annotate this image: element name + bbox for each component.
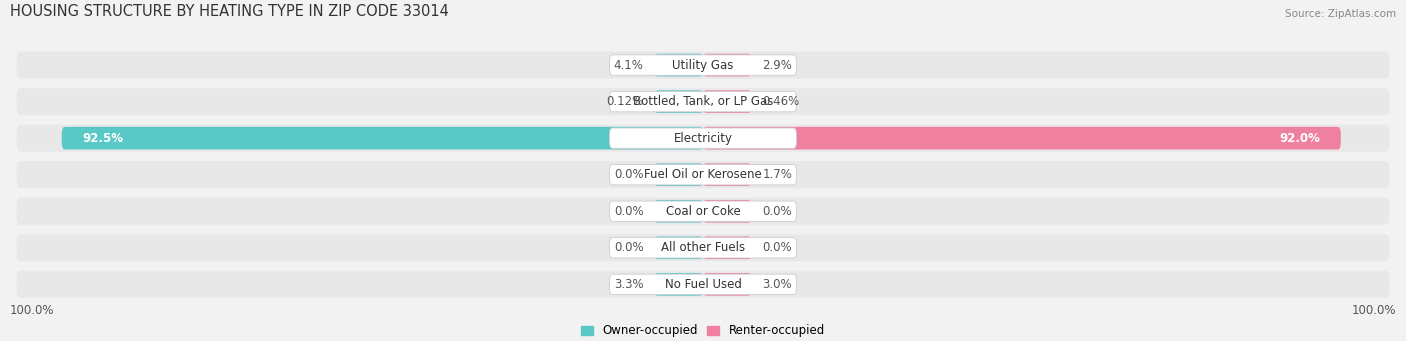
Text: 0.46%: 0.46% (762, 95, 800, 108)
FancyBboxPatch shape (609, 164, 797, 185)
FancyBboxPatch shape (17, 198, 1389, 225)
Text: 92.5%: 92.5% (83, 132, 124, 145)
Text: HOUSING STRUCTURE BY HEATING TYPE IN ZIP CODE 33014: HOUSING STRUCTURE BY HEATING TYPE IN ZIP… (10, 4, 449, 19)
Text: 3.0%: 3.0% (762, 278, 792, 291)
Text: 0.0%: 0.0% (762, 205, 792, 218)
FancyBboxPatch shape (17, 88, 1389, 115)
FancyBboxPatch shape (654, 200, 703, 223)
FancyBboxPatch shape (654, 54, 703, 76)
FancyBboxPatch shape (654, 90, 703, 113)
FancyBboxPatch shape (609, 238, 797, 258)
FancyBboxPatch shape (17, 51, 1389, 79)
FancyBboxPatch shape (703, 163, 752, 186)
Text: 4.1%: 4.1% (613, 59, 644, 72)
FancyBboxPatch shape (609, 201, 797, 221)
FancyBboxPatch shape (703, 236, 752, 259)
Text: Fuel Oil or Kerosene: Fuel Oil or Kerosene (644, 168, 762, 181)
Text: 0.0%: 0.0% (614, 168, 644, 181)
FancyBboxPatch shape (703, 273, 752, 296)
Text: Bottled, Tank, or LP Gas: Bottled, Tank, or LP Gas (633, 95, 773, 108)
FancyBboxPatch shape (17, 234, 1389, 261)
Text: 0.0%: 0.0% (614, 241, 644, 254)
FancyBboxPatch shape (654, 273, 703, 296)
FancyBboxPatch shape (703, 127, 1341, 149)
FancyBboxPatch shape (17, 271, 1389, 298)
Text: 2.9%: 2.9% (762, 59, 793, 72)
Text: 3.3%: 3.3% (614, 278, 644, 291)
Text: 1.7%: 1.7% (762, 168, 793, 181)
Text: 0.0%: 0.0% (614, 205, 644, 218)
Text: No Fuel Used: No Fuel Used (665, 278, 741, 291)
FancyBboxPatch shape (609, 274, 797, 295)
Text: Source: ZipAtlas.com: Source: ZipAtlas.com (1285, 10, 1396, 19)
Text: 0.0%: 0.0% (762, 241, 792, 254)
FancyBboxPatch shape (609, 55, 797, 75)
FancyBboxPatch shape (654, 236, 703, 259)
Text: 100.0%: 100.0% (10, 304, 55, 317)
Text: 92.0%: 92.0% (1279, 132, 1320, 145)
Text: 100.0%: 100.0% (1351, 304, 1396, 317)
Text: All other Fuels: All other Fuels (661, 241, 745, 254)
FancyBboxPatch shape (17, 125, 1389, 152)
FancyBboxPatch shape (703, 90, 752, 113)
FancyBboxPatch shape (703, 54, 752, 76)
FancyBboxPatch shape (609, 91, 797, 112)
Text: Utility Gas: Utility Gas (672, 59, 734, 72)
FancyBboxPatch shape (62, 127, 703, 149)
Legend: Owner-occupied, Renter-occupied: Owner-occupied, Renter-occupied (576, 320, 830, 341)
FancyBboxPatch shape (17, 161, 1389, 188)
FancyBboxPatch shape (609, 128, 797, 148)
Text: Electricity: Electricity (673, 132, 733, 145)
FancyBboxPatch shape (654, 163, 703, 186)
FancyBboxPatch shape (703, 200, 752, 223)
Text: Coal or Coke: Coal or Coke (665, 205, 741, 218)
Text: 0.12%: 0.12% (606, 95, 644, 108)
